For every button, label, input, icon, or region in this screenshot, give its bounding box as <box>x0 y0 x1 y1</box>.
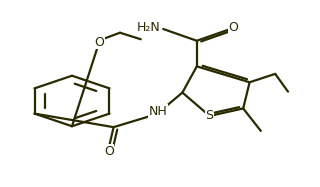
Text: S: S <box>206 109 214 122</box>
Text: O: O <box>104 145 114 158</box>
Text: H₂N: H₂N <box>136 21 160 34</box>
Text: O: O <box>94 36 104 49</box>
Text: O: O <box>229 21 238 34</box>
Text: NH: NH <box>149 105 168 118</box>
